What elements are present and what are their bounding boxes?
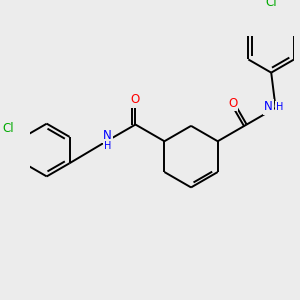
Text: N: N bbox=[103, 129, 112, 142]
Text: H: H bbox=[276, 102, 284, 112]
Text: H: H bbox=[104, 141, 111, 151]
Text: O: O bbox=[228, 97, 237, 110]
Text: Cl: Cl bbox=[266, 0, 277, 9]
Text: O: O bbox=[131, 93, 140, 106]
Text: N: N bbox=[264, 100, 273, 113]
Text: Cl: Cl bbox=[3, 122, 14, 135]
